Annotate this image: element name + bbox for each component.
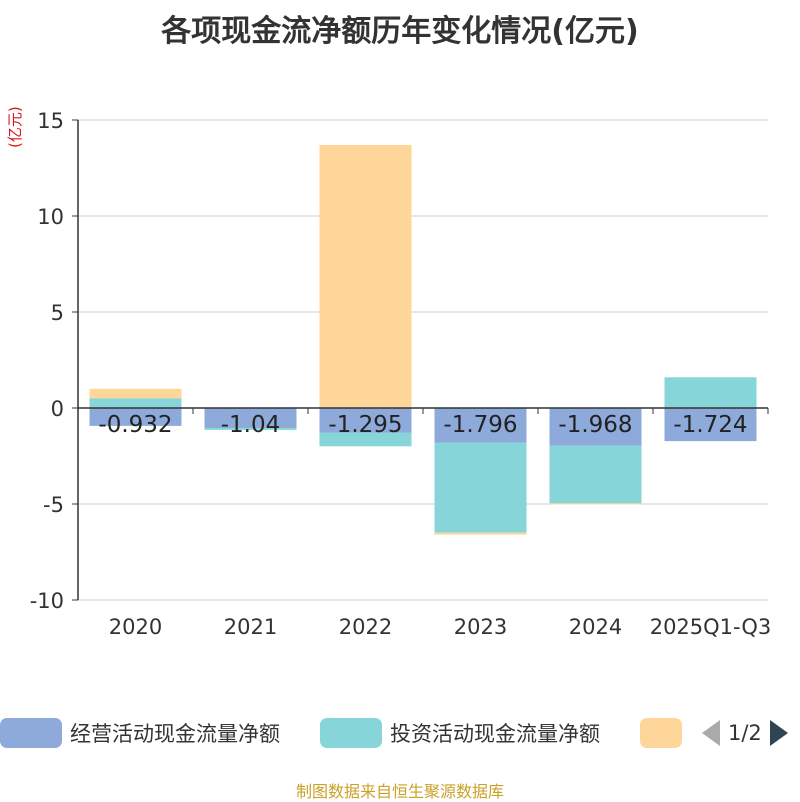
x-tick-label: 2022 xyxy=(339,615,392,639)
data-label: -1.796 xyxy=(443,412,517,438)
bar-investing-2020 xyxy=(89,398,182,408)
bar-financing-2023 xyxy=(434,532,527,535)
legend-page-indicator: 1/2 xyxy=(728,721,762,745)
data-label: -1.724 xyxy=(673,412,747,438)
bar-operating-2022 xyxy=(319,408,412,433)
y-tick-label: -10 xyxy=(30,589,64,613)
legend-item-financing[interactable] xyxy=(640,716,682,750)
legend-label-investing: 投资活动现金流量净额 xyxy=(390,722,600,746)
bar-financing-2024 xyxy=(549,503,642,505)
x-tick-label: 2021 xyxy=(224,615,277,639)
x-tick-label: 2025Q1-Q3 xyxy=(650,615,772,639)
x-tick-label: 2023 xyxy=(454,615,507,639)
y-tick-label: 5 xyxy=(51,301,64,325)
data-label: -1.295 xyxy=(328,412,402,438)
bar-investing-2023 xyxy=(434,442,527,533)
x-tick-label: 2020 xyxy=(109,615,162,639)
legend-swatch-financing xyxy=(640,718,682,748)
y-tick-label: 10 xyxy=(37,205,64,229)
legend-pager: 1/2 xyxy=(702,716,788,750)
bar-investing-2022 xyxy=(319,432,412,447)
legend-prev-icon[interactable] xyxy=(702,720,720,746)
legend-item-operating[interactable]: 经营活动现金流量净额 xyxy=(0,716,280,750)
y-tick-label: -5 xyxy=(43,493,64,517)
bar-operating-2025Q1-Q3 xyxy=(664,408,757,442)
y-tick-label: 15 xyxy=(37,109,64,133)
bar-financing-2022 xyxy=(319,144,412,408)
bar-operating-2024 xyxy=(549,408,642,446)
bar-chart: 15 10 5 0 -5 -10 -0.932 -1.04 -1.295 -1.796 -1.968… xyxy=(30,109,772,639)
bar-investing-2021 xyxy=(204,427,297,430)
bar-operating-2021 xyxy=(204,408,297,428)
x-tick-label: 2024 xyxy=(569,615,622,639)
y-tick-label: 0 xyxy=(51,397,64,421)
legend-label-operating: 经营活动现金流量净额 xyxy=(70,722,280,746)
bar-operating-2020 xyxy=(89,408,182,426)
data-source: 制图数据来自恒生聚源数据库 xyxy=(295,782,504,801)
bar-investing-2025Q1-Q3 xyxy=(664,377,757,408)
legend-swatch-investing xyxy=(320,718,382,748)
legend-swatch-operating xyxy=(0,718,62,748)
data-label: -1.968 xyxy=(558,412,632,438)
legend: 经营活动现金流量净额 投资活动现金流量净额 1/2 xyxy=(0,716,800,756)
bar-financing-2020 xyxy=(89,388,182,399)
data-label: -1.04 xyxy=(221,412,281,438)
legend-item-investing[interactable]: 投资活动现金流量净额 xyxy=(320,716,600,750)
bar-investing-2024 xyxy=(549,445,642,504)
chart-title: 各项现金流净额历年变化情况(亿元) xyxy=(161,14,639,49)
bar-operating-2023 xyxy=(434,408,527,443)
data-label: -0.932 xyxy=(98,412,172,438)
legend-next-icon[interactable] xyxy=(769,720,788,746)
